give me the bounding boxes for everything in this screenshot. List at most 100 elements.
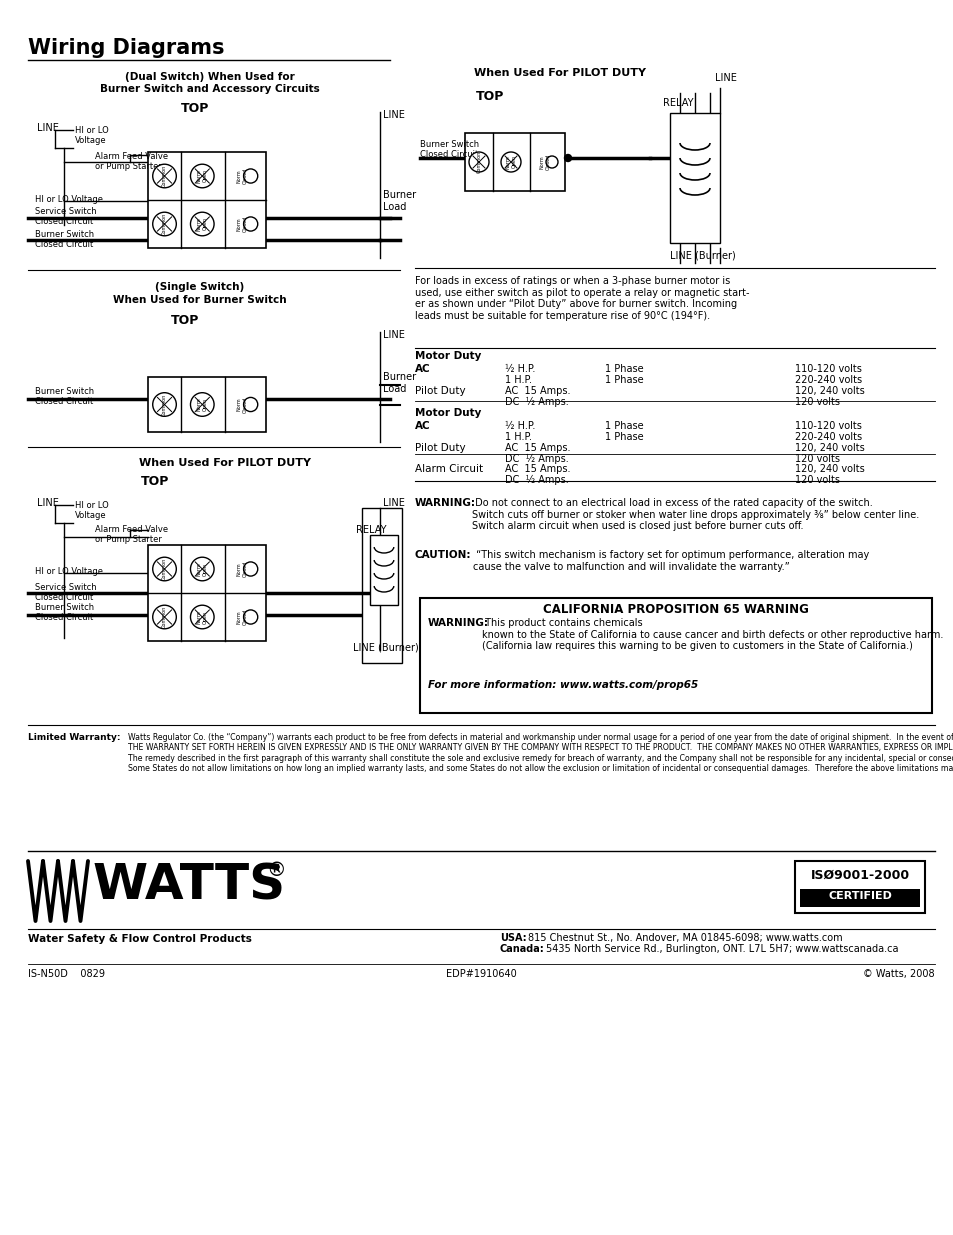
Text: DC  ½ Amps.: DC ½ Amps. bbox=[504, 475, 568, 485]
Text: This product contains chemicals
known to the State of California to cause cancer: This product contains chemicals known to… bbox=[481, 618, 943, 651]
Text: Burner Switch
Closed Circuit: Burner Switch Closed Circuit bbox=[35, 387, 94, 406]
Text: Do not connect to an electrical load in excess of the rated capacity of the swit: Do not connect to an electrical load in … bbox=[472, 498, 919, 531]
Text: HI or LO Voltage: HI or LO Voltage bbox=[35, 195, 103, 204]
Text: AC  15 Amps.: AC 15 Amps. bbox=[504, 443, 570, 453]
Text: 1 Phase: 1 Phase bbox=[604, 364, 643, 374]
Text: Common: Common bbox=[162, 558, 167, 580]
Text: WARNING:: WARNING: bbox=[415, 498, 476, 508]
Text: Alarm Feed Valve
or Pump Starter: Alarm Feed Valve or Pump Starter bbox=[95, 525, 168, 545]
Circle shape bbox=[152, 164, 176, 188]
Text: Motor Duty: Motor Duty bbox=[415, 408, 481, 417]
Text: Common: Common bbox=[162, 606, 167, 629]
Circle shape bbox=[243, 217, 257, 231]
Text: Alarm Feed Valve
or Pump Starter: Alarm Feed Valve or Pump Starter bbox=[95, 152, 168, 172]
Text: Norm
Open: Norm Open bbox=[196, 398, 208, 411]
Text: RELAY: RELAY bbox=[355, 525, 386, 535]
Text: When Used For PILOT DUTY: When Used For PILOT DUTY bbox=[139, 458, 311, 468]
Circle shape bbox=[243, 169, 257, 183]
Text: 120, 240 volts: 120, 240 volts bbox=[794, 464, 863, 474]
Circle shape bbox=[500, 152, 520, 172]
Text: CALIFORNIA PROPOSITION 65 WARNING: CALIFORNIA PROPOSITION 65 WARNING bbox=[542, 603, 808, 616]
Text: Norm
Open: Norm Open bbox=[505, 156, 516, 169]
Text: 120 volts: 120 volts bbox=[794, 475, 840, 485]
Text: 220-240 volts: 220-240 volts bbox=[794, 375, 862, 385]
Text: LINE: LINE bbox=[382, 330, 404, 340]
Text: LINE: LINE bbox=[37, 124, 59, 133]
Text: LINE: LINE bbox=[37, 498, 59, 508]
Text: WARNING:: WARNING: bbox=[428, 618, 489, 629]
Text: TOP: TOP bbox=[141, 475, 169, 488]
Text: “This switch mechanism is factory set for optimum performance, alteration may
ca: “This switch mechanism is factory set fo… bbox=[473, 550, 868, 572]
Text: LINE: LINE bbox=[714, 73, 736, 83]
Text: Norm
Closed: Norm Closed bbox=[236, 168, 248, 184]
Bar bbox=[669, 112, 720, 243]
Text: 5435 North Service Rd., Burlington, ONT. L7L 5H7; www.wattscanada.ca: 5435 North Service Rd., Burlington, ONT.… bbox=[545, 944, 898, 953]
Text: Pilot Duty: Pilot Duty bbox=[415, 387, 465, 396]
Text: ®: ® bbox=[266, 861, 285, 881]
Text: Norm
Closed: Norm Closed bbox=[236, 609, 248, 625]
Text: Burner Switch
Closed Circuit: Burner Switch Closed Circuit bbox=[35, 603, 94, 622]
Text: Norm
Closed: Norm Closed bbox=[236, 561, 248, 577]
Text: 815 Chestnut St., No. Andover, MA 01845-6098; www.watts.com: 815 Chestnut St., No. Andover, MA 01845-… bbox=[527, 932, 841, 944]
Circle shape bbox=[243, 562, 257, 576]
Bar bbox=[464, 133, 564, 191]
Text: Norm
Open: Norm Open bbox=[196, 610, 208, 624]
Text: Wiring Diagrams: Wiring Diagrams bbox=[28, 38, 224, 58]
Circle shape bbox=[152, 393, 176, 416]
Text: HI or LO Voltage: HI or LO Voltage bbox=[35, 567, 103, 576]
Text: Norm
Open: Norm Open bbox=[196, 217, 208, 231]
Text: 120, 240 volts: 120, 240 volts bbox=[794, 387, 863, 396]
Text: 1 H.P.: 1 H.P. bbox=[504, 375, 532, 385]
Text: Common: Common bbox=[162, 165, 167, 188]
Text: For more information: www.watts.com/prop65: For more information: www.watts.com/prop… bbox=[428, 680, 698, 690]
Text: 120 volts: 120 volts bbox=[794, 396, 840, 408]
Text: Norm
Open: Norm Open bbox=[196, 169, 208, 183]
Text: Service Switch
Closed Circuit: Service Switch Closed Circuit bbox=[35, 207, 96, 226]
Text: RELAY: RELAY bbox=[662, 98, 693, 107]
Text: DC  ½ Amps.: DC ½ Amps. bbox=[504, 454, 568, 464]
Text: CAUTION:: CAUTION: bbox=[415, 550, 471, 559]
Text: USA:: USA: bbox=[499, 932, 526, 944]
Text: 120 volts: 120 volts bbox=[794, 454, 840, 464]
Text: 1 Phase: 1 Phase bbox=[604, 432, 643, 442]
Text: 220-240 volts: 220-240 volts bbox=[794, 432, 862, 442]
Text: Canada:: Canada: bbox=[499, 944, 544, 953]
Text: CERTIFIED: CERTIFIED bbox=[827, 890, 891, 902]
Circle shape bbox=[191, 212, 213, 236]
Text: Watts Regulator Co. (the “Company”) warrants each product to be free from defect: Watts Regulator Co. (the “Company”) warr… bbox=[128, 734, 953, 773]
Text: WATTS: WATTS bbox=[92, 861, 286, 909]
Text: 110-120 volts: 110-120 volts bbox=[794, 421, 861, 431]
Text: Common: Common bbox=[162, 394, 167, 416]
Bar bbox=[794, 861, 924, 913]
Text: Limited Warranty:: Limited Warranty: bbox=[28, 734, 120, 742]
Text: DC  ½ Amps.: DC ½ Amps. bbox=[504, 396, 568, 408]
Text: 110-120 volts: 110-120 volts bbox=[794, 364, 861, 374]
Bar bbox=[361, 508, 401, 663]
Text: 1 H.P.: 1 H.P. bbox=[504, 432, 532, 442]
Bar bbox=[148, 152, 266, 248]
Text: AC  15 Amps.: AC 15 Amps. bbox=[504, 387, 570, 396]
Circle shape bbox=[545, 156, 558, 168]
Text: © Watts, 2008: © Watts, 2008 bbox=[862, 969, 934, 979]
Text: LINE: LINE bbox=[382, 110, 404, 120]
Text: ½ H.P.: ½ H.P. bbox=[504, 364, 535, 374]
Text: Norm
Closed: Norm Closed bbox=[236, 216, 248, 232]
Text: 1 Phase: 1 Phase bbox=[604, 421, 643, 431]
Text: (Single Switch): (Single Switch) bbox=[155, 282, 244, 291]
Text: ISØ9001-2000: ISØ9001-2000 bbox=[810, 869, 908, 882]
Bar bbox=[148, 545, 266, 641]
Circle shape bbox=[191, 605, 213, 629]
Text: LINE: LINE bbox=[382, 498, 404, 508]
Circle shape bbox=[243, 398, 257, 411]
Circle shape bbox=[191, 164, 213, 188]
Text: Burner
Load: Burner Load bbox=[382, 372, 416, 394]
Bar bbox=[370, 535, 397, 605]
Circle shape bbox=[469, 152, 489, 172]
Bar bbox=[800, 889, 919, 906]
Text: Burner Switch and Accessory Circuits: Burner Switch and Accessory Circuits bbox=[100, 84, 319, 94]
Circle shape bbox=[191, 393, 213, 416]
Text: For loads in excess of ratings or when a 3-phase burner motor is
used, use eithe: For loads in excess of ratings or when a… bbox=[415, 275, 749, 321]
Text: Pilot Duty: Pilot Duty bbox=[415, 443, 465, 453]
Text: EDP#1910640: EDP#1910640 bbox=[445, 969, 516, 979]
Text: IS-N50D    0829: IS-N50D 0829 bbox=[28, 969, 105, 979]
